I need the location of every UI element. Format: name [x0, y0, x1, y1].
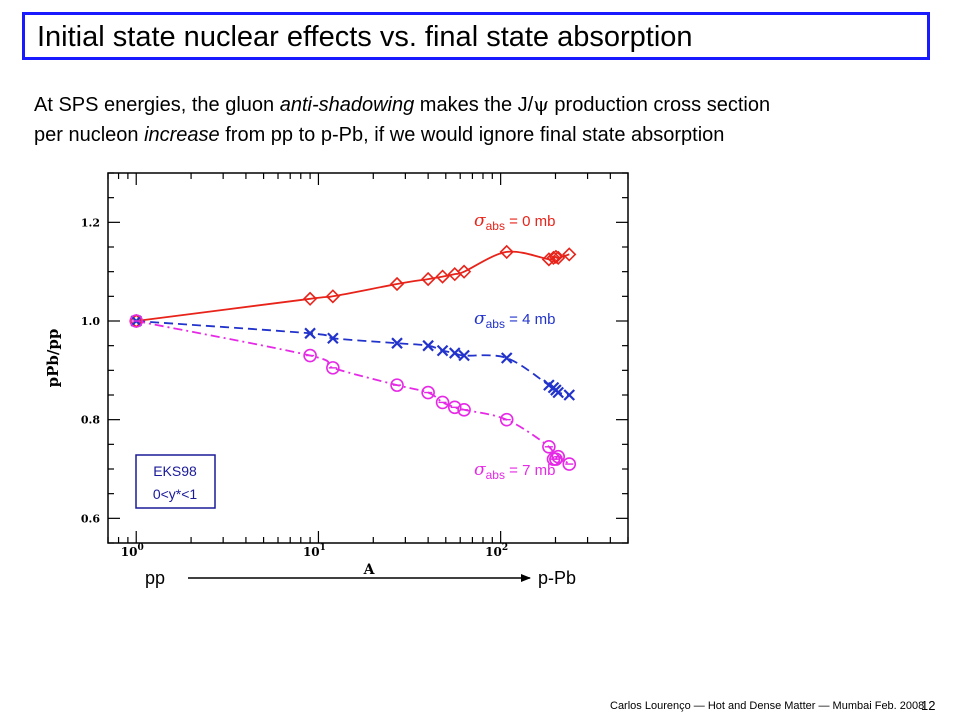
data-point-diamond: [562, 247, 577, 262]
eks98-box: [135, 454, 216, 509]
series-line-2: [136, 320, 570, 465]
data-point-cross: [391, 337, 403, 349]
data-point-diamond: [435, 269, 450, 284]
data-point-diamond: [456, 264, 472, 279]
intro-line-1: At SPS energies, the gluon anti-shadowin…: [34, 92, 770, 117]
eks98-label: EKS98: [153, 463, 197, 479]
data-point-circle: [457, 402, 471, 417]
x-tick-label: 100: [121, 543, 144, 559]
data-point-cross: [436, 344, 449, 357]
data-point-diamond: [302, 291, 318, 306]
intro-line-2: per nucleon increase from pp to p-Pb, if…: [34, 124, 724, 147]
data-point-circle: [499, 412, 514, 427]
series-label-0mb: σabs = 0 mb: [474, 211, 555, 233]
page-number: 12: [921, 698, 936, 713]
data-point-diamond: [325, 289, 340, 304]
data-point-diamond: [499, 244, 514, 260]
arrow-left-label: pp: [145, 568, 165, 588]
y-tick-label: 1.0: [81, 315, 100, 328]
intro-text: At SPS energies, the gluon: [34, 94, 280, 116]
data-point-circle: [303, 348, 317, 363]
x-axis-label: A: [363, 562, 376, 578]
data-point-circle: [421, 385, 435, 400]
data-point-circle: [129, 314, 144, 328]
y-tick-labels: 0.6 0.8 1.0 1.2: [81, 216, 100, 525]
footer: Carlos Lourenço — Hot and Dense Matter —…: [610, 700, 925, 712]
sigma-symbol: σ: [474, 460, 486, 480]
series-label-value: = 4 mb: [505, 311, 555, 328]
intro-text: makes the J/: [414, 94, 534, 116]
rapidity-label: 0<y*<1: [153, 486, 198, 502]
psi-symbol: ψ: [533, 92, 549, 116]
data-point-cross: [422, 339, 434, 352]
intro-emphasis-anti-shadowing: anti-shadowing: [279, 94, 415, 116]
data-point-cross: [552, 386, 564, 399]
intro-text: from pp to p-Pb, if we would ignore fina…: [219, 124, 725, 146]
arrow-right-label: p-Pb: [538, 568, 576, 588]
slide-title: Initial state nuclear effects vs. final …: [37, 21, 693, 53]
y-axis-label: pPb/pp: [44, 329, 62, 388]
data-point-circle: [551, 449, 566, 464]
data-point-circle: [542, 439, 556, 454]
data-point-diamond: [548, 249, 564, 264]
data-point-cross: [448, 347, 461, 359]
axis-ticks: [107, 172, 629, 544]
data-point-circle: [326, 361, 340, 375]
series-line-1: [136, 320, 570, 396]
series-label-7mb: σabs = 7 mb: [474, 460, 555, 482]
intro-text: production cross section: [548, 94, 771, 116]
plot-frame: [107, 172, 629, 544]
data-point-circle: [562, 457, 577, 471]
data-point-diamond: [389, 276, 405, 292]
series-label-value: = 0 mb: [505, 213, 555, 230]
intro-text: per nucleon: [34, 124, 145, 146]
sigma-subscript: abs: [486, 219, 505, 233]
y-tick-label: 0.6: [81, 512, 100, 525]
data-point-circle: [447, 400, 462, 415]
data-point-cross: [304, 327, 316, 340]
x-tick-label: 101: [303, 543, 326, 559]
y-tick-label: 0.8: [81, 414, 100, 427]
data-point-circle: [390, 378, 404, 392]
data-point-diamond: [421, 271, 436, 287]
sigma-subscript: abs: [486, 468, 505, 482]
data-point-cross: [500, 352, 513, 364]
data-point-diamond: [546, 250, 561, 265]
series-label-4mb: σabs = 4 mb: [474, 309, 555, 331]
data-point-cross: [458, 349, 470, 362]
x-tick-label: 102: [485, 543, 508, 559]
data-point-diamond: [551, 250, 566, 265]
sigma-symbol: σ: [474, 211, 486, 231]
y-tick-label: 1.2: [81, 216, 100, 229]
x-tick-labels: 100 101 102: [121, 543, 508, 559]
title-box: Initial state nuclear effects vs. final …: [22, 12, 930, 60]
data-point-cross: [563, 389, 576, 401]
series-curves: [136, 250, 570, 465]
intro-emphasis-increase: increase: [144, 124, 220, 146]
sigma-symbol: σ: [474, 309, 486, 329]
series-markers: [129, 244, 577, 471]
sigma-subscript: abs: [486, 317, 505, 331]
series-label-value: = 7 mb: [505, 462, 555, 479]
data-point-cross: [327, 332, 339, 345]
data-point-circle: [435, 395, 450, 410]
